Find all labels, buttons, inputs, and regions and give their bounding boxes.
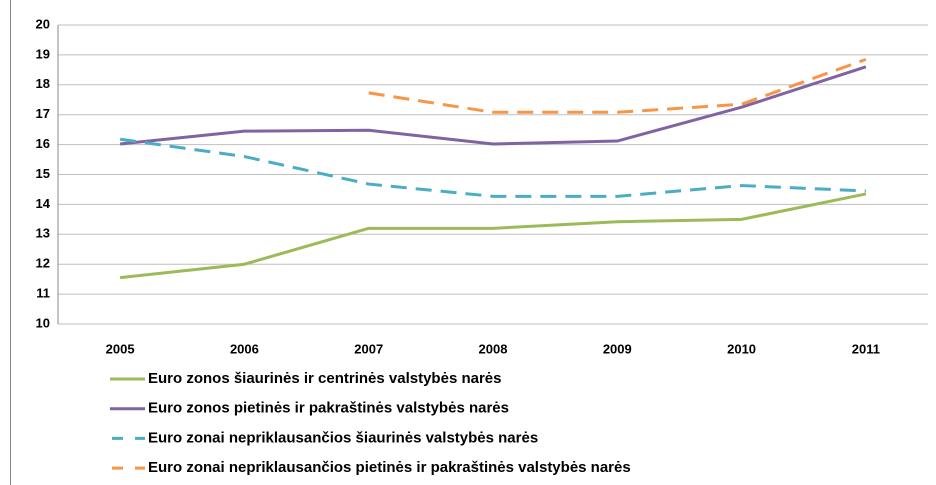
y-tick-label: 17 [36,106,50,121]
series-line [368,57,867,114]
series-line [119,192,867,280]
x-tick-label: 2008 [479,341,508,356]
y-tick-label: 16 [36,136,50,151]
series-line [119,137,866,198]
legend-label: Euro zonos pietinės ir pakraštinės valst… [148,400,509,417]
legend-label: Euro zonai nepriklausančios šiaurinės va… [148,429,538,446]
y-tick-label: 18 [36,76,50,91]
y-tick-label: 12 [36,256,50,271]
y-tick-label: 20 [36,16,50,31]
y-tick-label: 15 [36,166,50,181]
series-line [119,65,867,146]
x-tick-label: 2011 [852,341,880,356]
y-tick-label: 19 [36,46,50,61]
y-tick-label: 14 [36,196,51,211]
y-tick-label: 11 [36,286,50,301]
legend-label: Euro zonai nepriklausančios pietinės ir … [148,459,631,476]
x-tick-label: 2009 [603,341,632,356]
x-tick-label: 2007 [354,341,383,356]
y-tick-label: 10 [36,315,50,330]
x-tick-label: 2010 [727,341,756,356]
x-tick-label: 2006 [230,341,259,356]
y-tick-label: 13 [36,226,50,241]
legend-label: Euro zonos šiaurinės ir centrinės valsty… [148,370,501,387]
x-tick-label: 2005 [106,341,135,356]
